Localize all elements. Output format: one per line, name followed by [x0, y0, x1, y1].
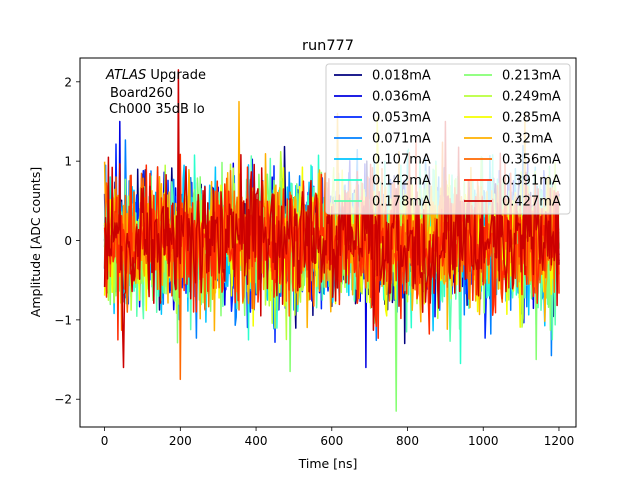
y-tick-label: 1: [64, 155, 72, 169]
legend-label: 0.391mA: [502, 174, 561, 189]
chart-title: run777: [302, 38, 354, 54]
plot-frame: [79, 57, 577, 428]
legend-label: 0.249mA: [502, 90, 561, 105]
y-axis: −2 −1 0 1 2: [54, 75, 80, 407]
y-axis-label: Amplitude [ADC counts]: [28, 167, 43, 317]
annotation-line-3: Ch000 35dB lo: [109, 102, 205, 117]
legend-label: 0.178mA: [372, 195, 431, 210]
x-axis-label: Time [ns]: [298, 456, 358, 471]
legend-label: 0.213mA: [502, 69, 561, 84]
legend: 0.018mA 0.036mA 0.053mA 0.071mA 0.107mA 0.142…: [325, 63, 571, 215]
legend-label: 0.285mA: [502, 111, 561, 126]
legend-label: 0.32mA: [502, 132, 553, 147]
legend-label: 0.071mA: [372, 132, 431, 147]
y-tick-label: 2: [64, 75, 72, 89]
y-tick-label: −1: [54, 313, 72, 327]
x-tick-label: 1000: [468, 434, 499, 448]
y-tick-label: 0: [64, 234, 72, 248]
x-tick-label: 400: [245, 434, 268, 448]
x-axis: 0 200 400 600 800 1000 1200: [101, 427, 574, 448]
legend-label: 0.036mA: [372, 90, 431, 105]
annotation-line-1: ATLAS Upgrade: [105, 68, 206, 83]
legend-box: [325, 63, 571, 215]
legend-label: 0.107mA: [372, 153, 431, 168]
annotation-upgrade: Upgrade: [146, 68, 206, 83]
x-tick-label: 1200: [544, 434, 575, 448]
x-tick-label: 600: [320, 434, 343, 448]
atlas-annotation: ATLAS Upgrade Board260 Ch000 35dB lo: [105, 68, 206, 117]
legend-label: 0.018mA: [372, 69, 431, 84]
annotation-italic: ATLAS: [105, 68, 146, 83]
x-tick-label: 0: [101, 434, 109, 448]
annotation-line-2: Board260: [110, 86, 173, 101]
legend-label: 0.427mA: [502, 195, 561, 210]
x-tick-label: 800: [396, 434, 419, 448]
legend-label: 0.356mA: [502, 153, 561, 168]
legend-label: 0.142mA: [372, 174, 431, 189]
y-tick-label: −2: [54, 393, 72, 407]
legend-label: 0.053mA: [372, 111, 431, 126]
x-tick-label: 200: [169, 434, 192, 448]
